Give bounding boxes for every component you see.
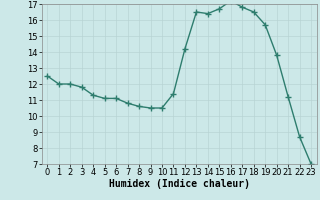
X-axis label: Humidex (Indice chaleur): Humidex (Indice chaleur) <box>109 179 250 189</box>
